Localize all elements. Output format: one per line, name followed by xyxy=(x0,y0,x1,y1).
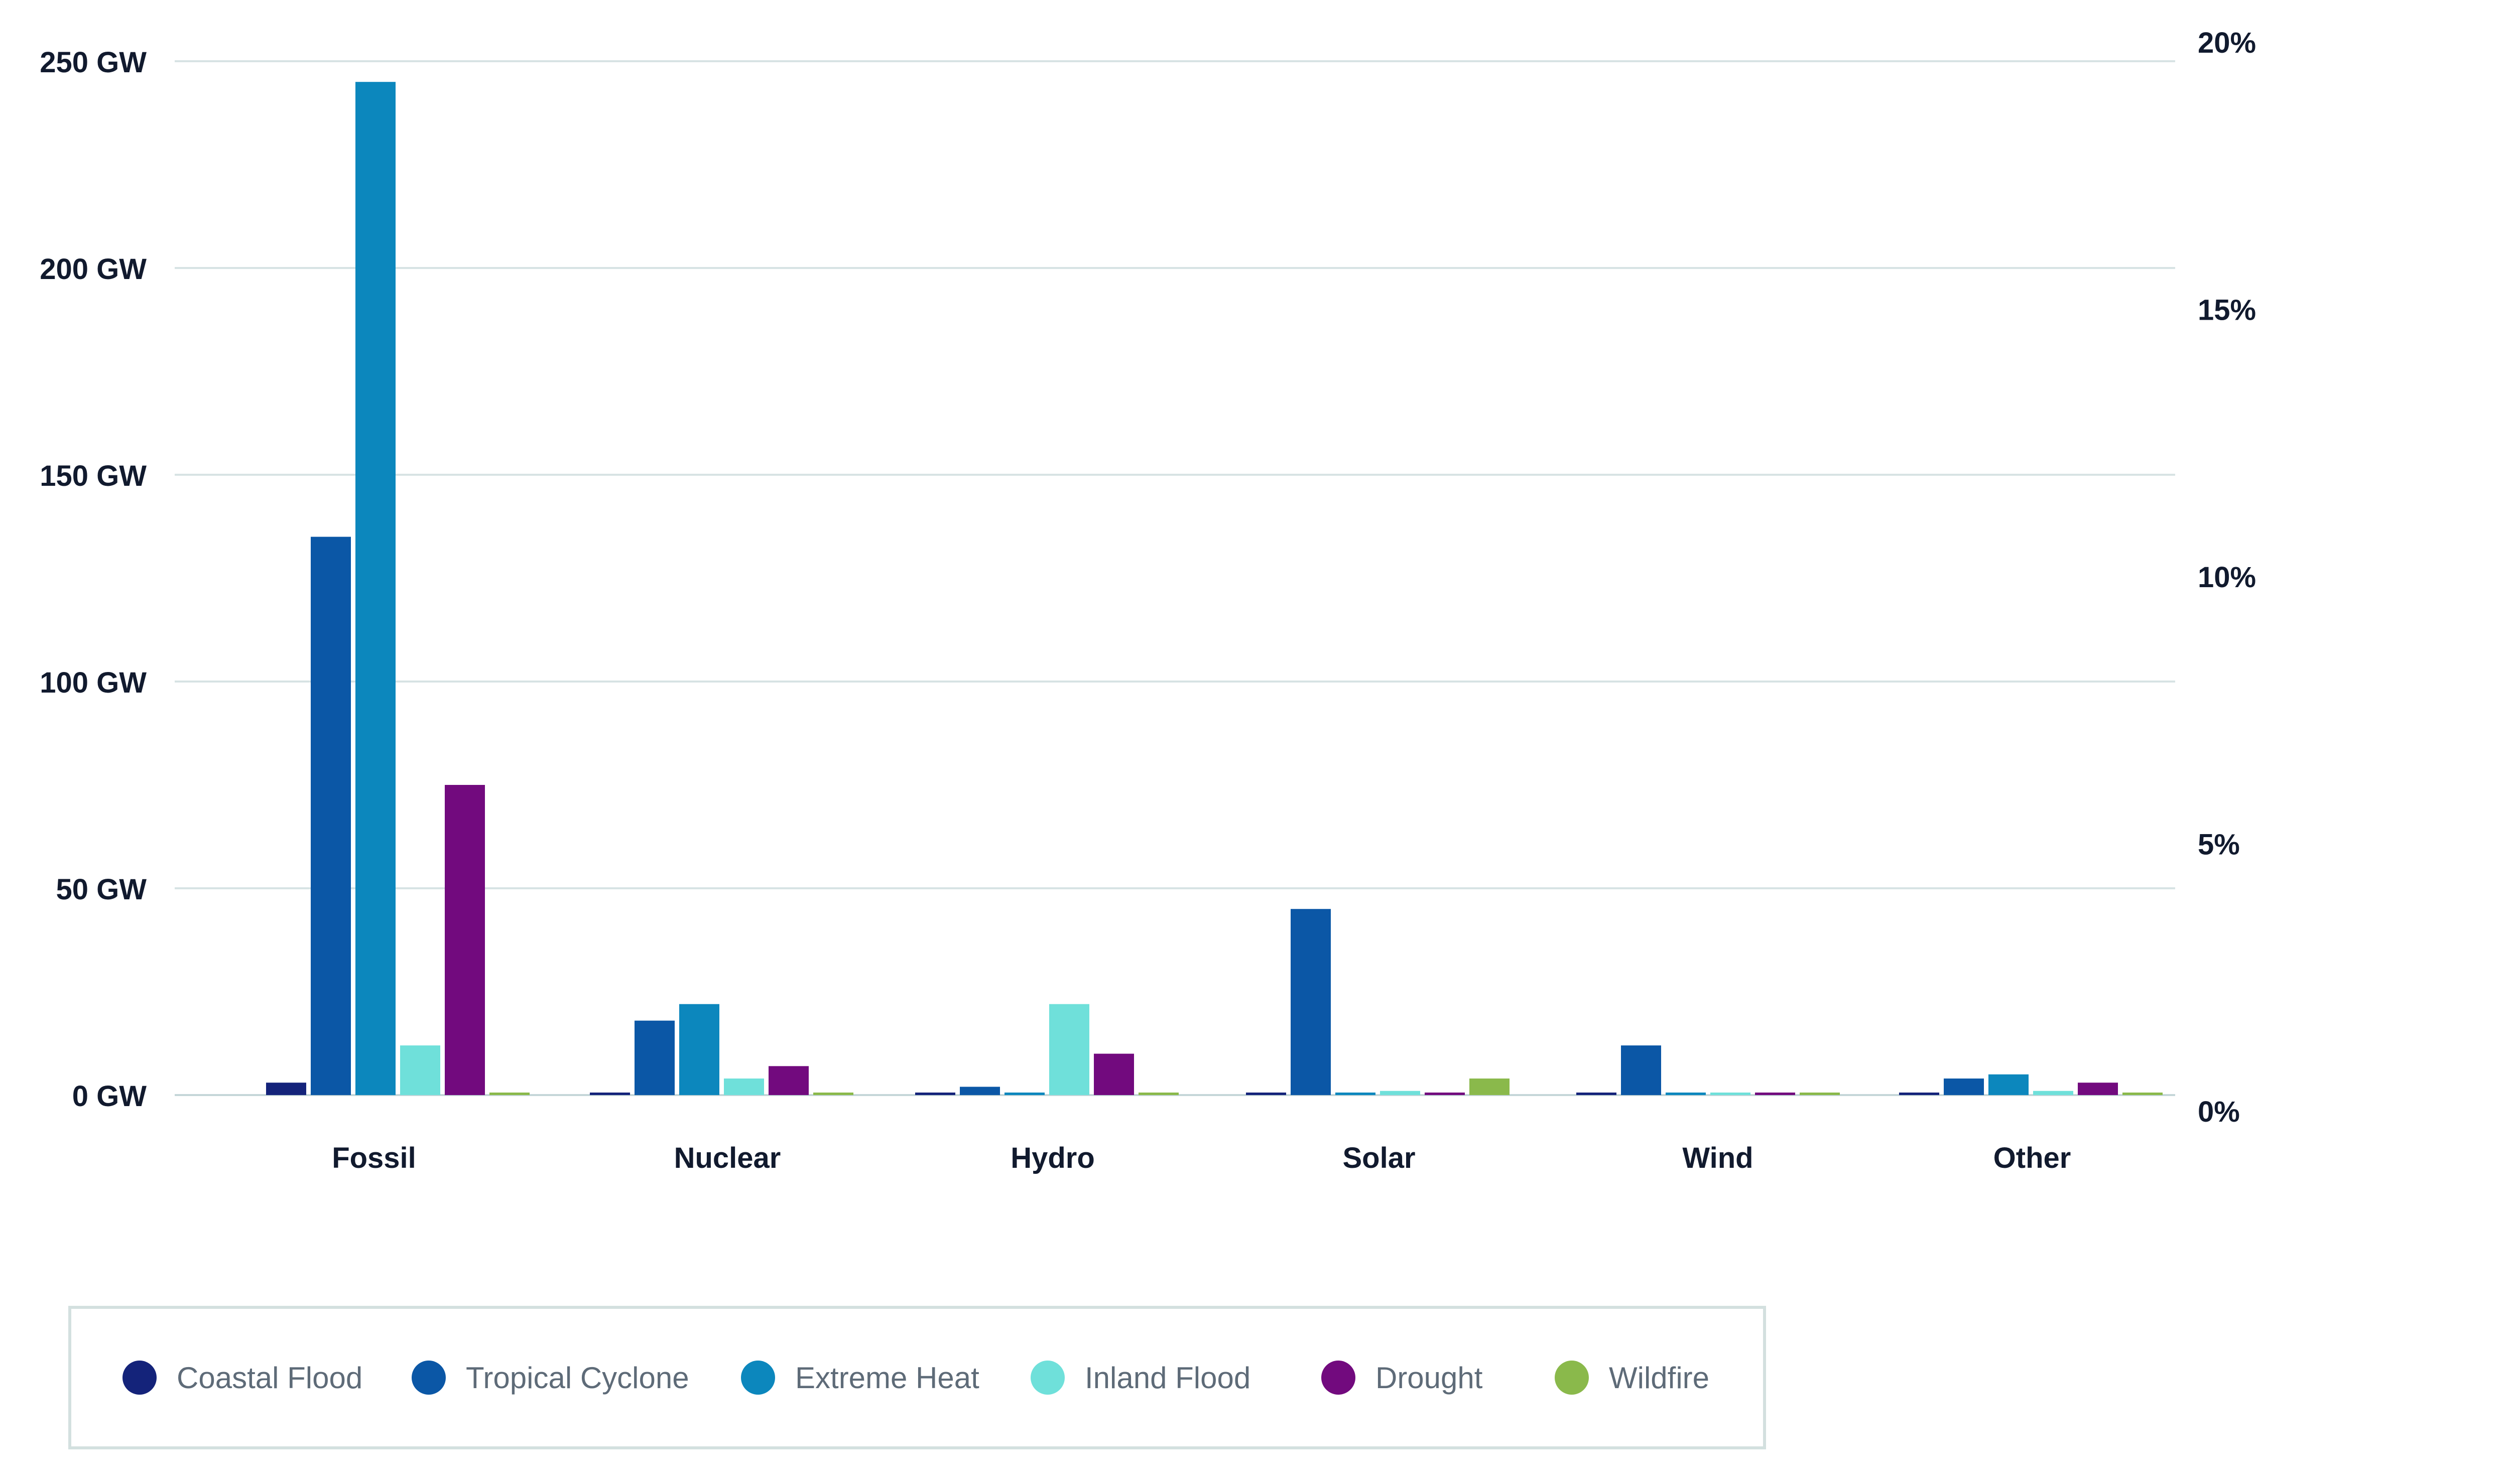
legend-label: Inland Flood xyxy=(1085,1361,1251,1395)
bar-hydro-inland-flood xyxy=(1049,1004,1089,1095)
legend-swatch xyxy=(1321,1361,1355,1395)
bar-nuclear-inland-flood xyxy=(724,1078,764,1095)
bar-other-extreme-heat xyxy=(1988,1074,2029,1095)
bar-hydro-wildfire xyxy=(1139,1093,1179,1095)
legend-item: Drought xyxy=(1321,1309,1482,1446)
left-axis-ticks: 0 GW 50 GW 100 GW 150 GW 200 GW 250 GW xyxy=(40,46,147,1113)
bar-solar-wildfire xyxy=(1469,1078,1510,1095)
bar-other-drought xyxy=(2078,1083,2118,1095)
legend-label: Coastal Flood xyxy=(177,1361,363,1395)
legend-label: Wildfire xyxy=(1609,1361,1710,1395)
left-axis-tick-label: 0 GW xyxy=(72,1080,147,1113)
left-axis-tick-label: 200 GW xyxy=(40,253,147,286)
bar-solar-extreme-heat xyxy=(1335,1093,1375,1095)
bar-fossil-tropical-cyclone xyxy=(311,536,351,1095)
legend-swatch xyxy=(412,1361,446,1395)
bar-wind-tropical-cyclone xyxy=(1621,1045,1661,1095)
category-label: Hydro xyxy=(1011,1142,1095,1174)
right-axis-ticks: 0% 5% 10% 15% 20% xyxy=(2198,27,2256,1128)
bar-fossil-wildfire xyxy=(489,1093,530,1095)
legend: Coastal Flood Tropical Cyclone Extreme Hea… xyxy=(68,1306,1766,1449)
category-label: Fossil xyxy=(332,1142,416,1174)
left-axis-tick-label: 50 GW xyxy=(56,873,147,906)
bar-nuclear-wildfire xyxy=(813,1093,853,1095)
category-labels: Fossil Nuclear Hydro Solar Wind Other xyxy=(332,1142,2071,1174)
bar-hydro-coastal-flood xyxy=(915,1093,955,1095)
legend-swatch xyxy=(1555,1361,1589,1395)
bar-wind-coastal-flood xyxy=(1576,1093,1616,1095)
bar-solar-inland-flood xyxy=(1380,1091,1420,1095)
legend-swatch xyxy=(122,1361,157,1395)
bar-hydro-extreme-heat xyxy=(1005,1093,1045,1095)
gridlines xyxy=(175,60,2175,1096)
legend-label: Tropical Cyclone xyxy=(466,1361,689,1395)
bar-other-inland-flood xyxy=(2033,1091,2073,1095)
bar-nuclear-coastal-flood xyxy=(590,1093,630,1095)
category-label: Other xyxy=(1993,1142,2071,1174)
bar-nuclear-extreme-heat xyxy=(679,1004,719,1095)
legend-swatch xyxy=(1031,1361,1065,1395)
bar-hydro-drought xyxy=(1094,1053,1134,1095)
left-axis-tick-label: 250 GW xyxy=(40,46,147,79)
bar-fossil-coastal-flood xyxy=(266,1083,306,1095)
right-axis-tick-label: 5% xyxy=(2198,829,2240,861)
bar-solar-coastal-flood xyxy=(1246,1093,1286,1095)
right-axis-tick-label: 10% xyxy=(2198,561,2256,594)
category-label: Wind xyxy=(1682,1142,1753,1174)
legend-swatch xyxy=(741,1361,775,1395)
bar-other-wildfire xyxy=(2122,1093,2163,1095)
bar-nuclear-drought xyxy=(769,1066,809,1095)
legend-label: Extreme Heat xyxy=(795,1361,979,1395)
legend-item: Wildfire xyxy=(1555,1309,1709,1446)
legend-item: Extreme Heat xyxy=(741,1309,979,1446)
bar-other-coastal-flood xyxy=(1899,1093,1939,1095)
bar-hydro-tropical-cyclone xyxy=(960,1087,1000,1095)
right-axis-tick-label: 0% xyxy=(2198,1096,2240,1128)
bar-nuclear-tropical-cyclone xyxy=(635,1020,675,1095)
right-axis-tick-label: 20% xyxy=(2198,27,2256,59)
bars xyxy=(266,82,2163,1096)
bar-solar-drought xyxy=(1425,1093,1465,1095)
left-axis-tick-label: 100 GW xyxy=(40,666,147,699)
legend-item: Inland Flood xyxy=(1031,1309,1250,1446)
bar-wind-extreme-heat xyxy=(1666,1093,1706,1095)
right-axis-tick-label: 15% xyxy=(2198,294,2256,327)
bar-wind-wildfire xyxy=(1800,1093,1840,1095)
category-label: Nuclear xyxy=(674,1142,781,1174)
bar-other-tropical-cyclone xyxy=(1944,1078,1984,1095)
bar-wind-drought xyxy=(1755,1093,1795,1095)
left-axis-tick-label: 150 GW xyxy=(40,460,147,492)
category-label: Solar xyxy=(1342,1142,1415,1174)
bar-solar-tropical-cyclone xyxy=(1291,909,1331,1095)
bar-fossil-inland-flood xyxy=(400,1045,440,1095)
bar-fossil-extreme-heat xyxy=(355,82,396,1096)
bar-fossil-drought xyxy=(445,785,485,1095)
legend-item: Coastal Flood xyxy=(122,1309,362,1446)
legend-item: Tropical Cyclone xyxy=(412,1309,689,1446)
legend-label: Drought xyxy=(1375,1361,1483,1395)
bar-wind-inland-flood xyxy=(1710,1093,1750,1095)
